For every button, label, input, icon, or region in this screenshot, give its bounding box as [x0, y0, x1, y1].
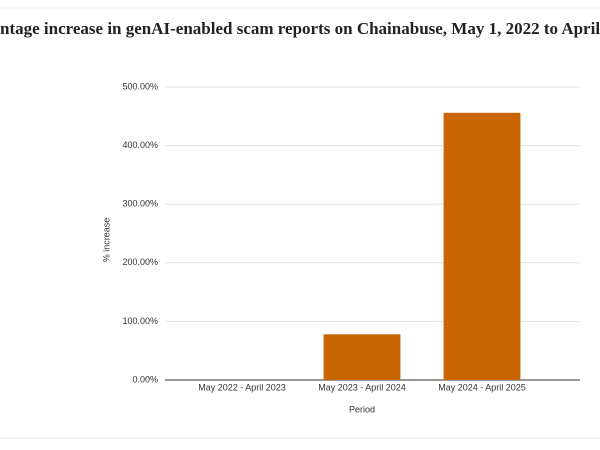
y-tick-label: 100.00% [122, 316, 158, 326]
x-tick-label: May 2024 - April 2025 [438, 382, 526, 392]
y-tick-label: 300.00% [122, 199, 158, 209]
y-tick-label: 0.00% [132, 374, 158, 384]
y-tick-label: 500.00% [122, 81, 158, 91]
x-axis-label: Period [349, 404, 375, 414]
x-tick-label: May 2022 - April 2023 [198, 382, 286, 392]
y-tick-label: 200.00% [122, 257, 158, 267]
x-tick-label: May 2023 - April 2024 [318, 382, 406, 392]
chart-title: ntage increase in genAI-enabled scam rep… [0, 19, 600, 38]
bar [443, 112, 521, 380]
bar [323, 334, 401, 380]
y-axis-label: % increase [101, 218, 111, 263]
y-tick-label: 400.00% [122, 140, 158, 150]
